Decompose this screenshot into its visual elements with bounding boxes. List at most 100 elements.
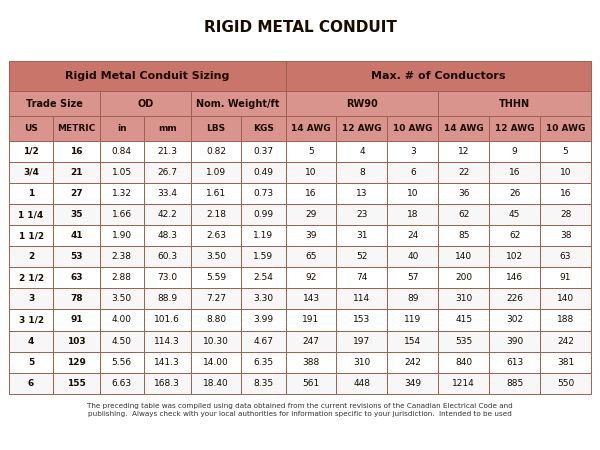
Text: 63: 63: [70, 273, 83, 282]
Text: 143: 143: [302, 294, 320, 303]
Bar: [53, 330, 100, 351]
Text: 349: 349: [404, 379, 421, 388]
Bar: [540, 183, 591, 204]
Text: 26: 26: [509, 189, 520, 198]
Bar: [53, 204, 100, 225]
Bar: [53, 351, 100, 373]
Bar: [191, 330, 241, 351]
Text: 310: 310: [353, 358, 371, 367]
Text: 3: 3: [410, 147, 416, 156]
Bar: [337, 288, 388, 310]
Text: 42.2: 42.2: [157, 210, 177, 219]
Bar: [286, 246, 337, 267]
Text: 1 1/2: 1 1/2: [19, 231, 44, 240]
Text: 1.66: 1.66: [112, 210, 132, 219]
Bar: [191, 288, 241, 310]
Bar: [9, 61, 286, 91]
Bar: [53, 246, 100, 267]
Bar: [540, 225, 591, 246]
Text: 53: 53: [70, 252, 83, 261]
Text: 3.50: 3.50: [112, 294, 132, 303]
Text: 33.4: 33.4: [157, 189, 177, 198]
Bar: [286, 225, 337, 246]
Bar: [388, 288, 438, 310]
Text: 21: 21: [70, 168, 83, 177]
Text: 129: 129: [67, 358, 86, 367]
Bar: [100, 204, 144, 225]
Text: 14 AWG: 14 AWG: [291, 124, 331, 133]
Bar: [489, 116, 540, 141]
Bar: [388, 183, 438, 204]
Text: 302: 302: [506, 315, 523, 324]
Text: 73.0: 73.0: [157, 273, 177, 282]
Text: 1.05: 1.05: [112, 168, 132, 177]
Bar: [9, 288, 53, 310]
Text: 3: 3: [28, 294, 34, 303]
Text: 1.61: 1.61: [206, 189, 226, 198]
Bar: [540, 246, 591, 267]
Text: 65: 65: [305, 252, 317, 261]
Bar: [438, 288, 489, 310]
Bar: [53, 310, 100, 330]
Text: 4: 4: [28, 337, 34, 346]
Text: 85: 85: [458, 231, 469, 240]
Bar: [388, 330, 438, 351]
Text: 89: 89: [407, 294, 419, 303]
Bar: [100, 310, 144, 330]
Bar: [241, 141, 286, 162]
Bar: [388, 310, 438, 330]
Text: 5: 5: [308, 147, 314, 156]
Text: 154: 154: [404, 337, 421, 346]
Text: 1: 1: [28, 189, 34, 198]
Text: 62: 62: [458, 210, 469, 219]
Text: METRIC: METRIC: [58, 124, 95, 133]
Bar: [540, 310, 591, 330]
Bar: [337, 183, 388, 204]
Text: 1.09: 1.09: [206, 168, 226, 177]
Bar: [286, 267, 337, 288]
Bar: [100, 116, 144, 141]
Bar: [438, 141, 489, 162]
Text: 7.27: 7.27: [206, 294, 226, 303]
Bar: [438, 116, 489, 141]
Bar: [388, 351, 438, 373]
Bar: [100, 330, 144, 351]
Bar: [438, 246, 489, 267]
Bar: [489, 225, 540, 246]
Text: 4: 4: [359, 147, 365, 156]
Bar: [241, 116, 286, 141]
Bar: [337, 267, 388, 288]
Text: Trade Size: Trade Size: [26, 99, 83, 109]
Bar: [337, 225, 388, 246]
Bar: [286, 288, 337, 310]
Text: 28: 28: [560, 210, 571, 219]
Text: 242: 242: [404, 358, 421, 367]
Text: 840: 840: [455, 358, 472, 367]
Text: 60.3: 60.3: [157, 252, 177, 261]
Bar: [100, 91, 191, 116]
Bar: [241, 183, 286, 204]
Text: 62: 62: [509, 231, 520, 240]
Bar: [241, 204, 286, 225]
Bar: [540, 330, 591, 351]
Bar: [191, 91, 286, 116]
Bar: [100, 373, 144, 394]
Text: 3.50: 3.50: [206, 252, 226, 261]
Text: 16: 16: [70, 147, 83, 156]
Text: 3.30: 3.30: [253, 294, 274, 303]
Bar: [191, 225, 241, 246]
Text: 39: 39: [305, 231, 317, 240]
Bar: [100, 162, 144, 183]
Bar: [9, 267, 53, 288]
Text: 36: 36: [458, 189, 469, 198]
Text: 390: 390: [506, 337, 523, 346]
Bar: [144, 373, 191, 394]
Text: 388: 388: [302, 358, 320, 367]
Text: Max. # of Conductors: Max. # of Conductors: [371, 71, 506, 81]
Bar: [286, 61, 591, 91]
Text: 197: 197: [353, 337, 371, 346]
Text: 8.35: 8.35: [253, 379, 274, 388]
Bar: [241, 267, 286, 288]
Text: 188: 188: [557, 315, 574, 324]
Text: 74: 74: [356, 273, 368, 282]
